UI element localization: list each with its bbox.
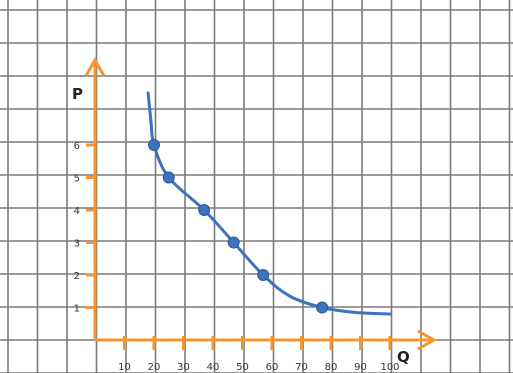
x-tick-label: 80 [325,362,338,373]
y-tick-label: 4 [74,206,80,217]
x-tick-label: 90 [354,362,367,373]
y-tick-label: 1 [74,304,80,315]
y-tick-label: 6 [74,141,80,152]
x-axis-arrow [417,329,438,351]
x-tick-label: 60 [266,362,279,373]
x-tick-label: 100 [380,362,399,373]
y-tick-label: 5 [74,174,80,185]
x-tick-label: 30 [177,362,190,373]
x-tick-label: 70 [295,362,308,373]
data-point [162,171,175,184]
y-axis-title: P [72,85,83,103]
x-axis-title: Q [397,348,410,366]
x-tick-label: 50 [236,362,249,373]
data-point [198,204,211,216]
axes: Q P [72,56,438,366]
x-tick-label: 10 [118,362,131,373]
y-tick-label: 2 [74,271,80,282]
y-tick-label: 3 [74,239,80,250]
data-point [316,301,329,314]
data-point [148,139,160,151]
y-axis-arrow [84,56,106,77]
x-tick-label: 40 [207,362,220,373]
x-tick-label: 20 [148,362,161,373]
data-points [148,139,329,314]
data-point [227,236,240,249]
axis-ticks: 10 20 30 40 50 60 70 80 90 100 1 2 3 4 5 6 [74,141,400,373]
data-point [257,269,270,281]
